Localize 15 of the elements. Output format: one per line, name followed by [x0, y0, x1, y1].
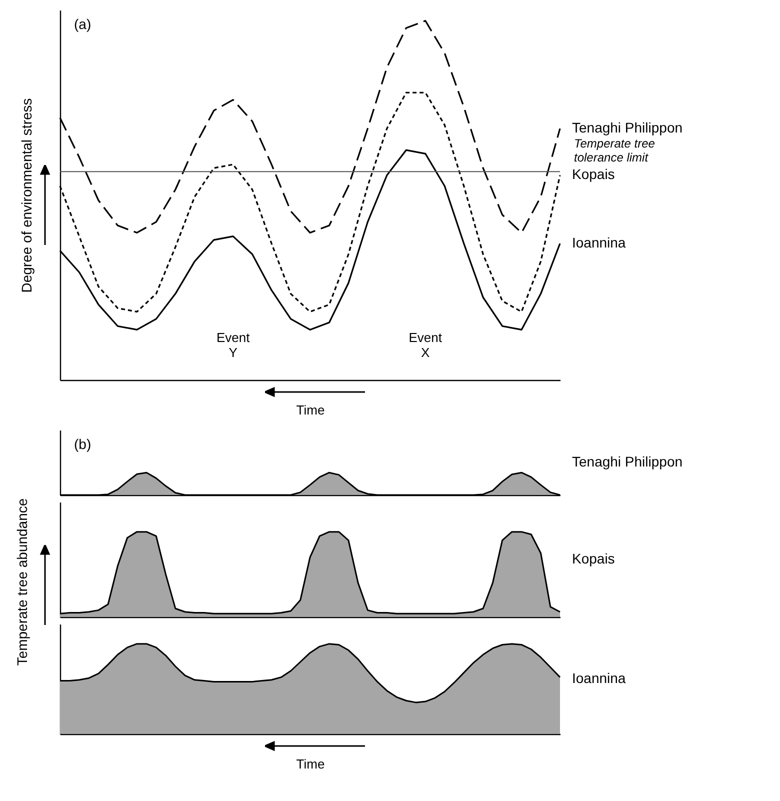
y-axis-title: Temperate tree abundance	[14, 498, 30, 666]
y-axis-title: Degree of environmental stress	[18, 98, 34, 293]
annotation: Event X	[408, 330, 442, 360]
text: Tenaghi Philippon	[572, 454, 683, 470]
x-axis-title: Time	[296, 756, 325, 772]
annotation: (a)	[74, 16, 92, 32]
text: (b)	[74, 436, 92, 452]
ref-line-label: Temperate tree tolerance limit	[574, 136, 656, 165]
series-label: Tenaghi Philippon	[572, 120, 683, 136]
x-axis-title: Time	[296, 402, 325, 418]
series-label: Ioannina	[572, 670, 626, 686]
series-label: Kopais	[572, 166, 615, 182]
annotation: Event Y	[216, 330, 250, 360]
text: Kopais	[572, 550, 615, 566]
series-label: Ioannina	[572, 234, 626, 250]
